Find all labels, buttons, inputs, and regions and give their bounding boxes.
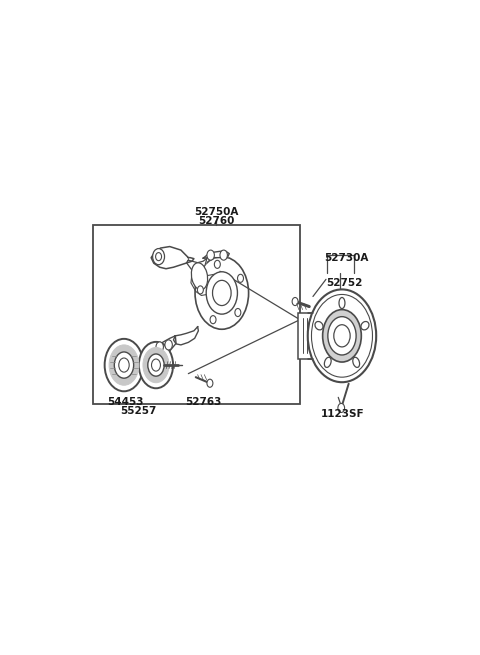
Circle shape: [139, 342, 173, 388]
Ellipse shape: [192, 263, 208, 290]
Bar: [298, 313, 313, 358]
Text: 55257: 55257: [120, 407, 156, 417]
Text: 54453: 54453: [107, 398, 144, 407]
Circle shape: [323, 310, 361, 362]
Ellipse shape: [315, 322, 323, 330]
Circle shape: [153, 248, 165, 265]
Circle shape: [119, 358, 129, 372]
Circle shape: [206, 272, 238, 314]
Circle shape: [207, 250, 215, 260]
Circle shape: [308, 290, 376, 383]
Bar: [94, 225, 300, 404]
Polygon shape: [203, 251, 229, 258]
Ellipse shape: [353, 357, 360, 367]
Text: 52760: 52760: [198, 216, 234, 226]
Text: 52750A: 52750A: [194, 207, 239, 217]
Circle shape: [235, 309, 241, 316]
Polygon shape: [191, 272, 216, 295]
Polygon shape: [152, 336, 176, 357]
Circle shape: [165, 340, 172, 350]
Circle shape: [328, 316, 356, 355]
Circle shape: [156, 342, 163, 352]
Circle shape: [334, 325, 350, 347]
Ellipse shape: [324, 357, 331, 367]
Circle shape: [292, 297, 298, 305]
Text: 1123SF: 1123SF: [321, 409, 364, 419]
Ellipse shape: [361, 322, 369, 330]
Circle shape: [143, 347, 169, 383]
Polygon shape: [186, 258, 207, 275]
Text: 52752: 52752: [326, 278, 362, 288]
Circle shape: [152, 359, 160, 371]
Circle shape: [220, 250, 228, 260]
Circle shape: [215, 260, 220, 269]
Circle shape: [238, 274, 243, 282]
Circle shape: [109, 345, 139, 385]
Circle shape: [195, 257, 249, 329]
Circle shape: [156, 253, 162, 261]
Circle shape: [148, 354, 164, 376]
Ellipse shape: [339, 297, 345, 309]
Circle shape: [197, 286, 204, 294]
Circle shape: [210, 316, 216, 324]
Circle shape: [207, 379, 213, 387]
Text: 52730A: 52730A: [324, 253, 369, 263]
Polygon shape: [173, 327, 198, 345]
Polygon shape: [151, 246, 194, 269]
Circle shape: [213, 280, 231, 305]
Text: 52763: 52763: [185, 398, 221, 407]
Circle shape: [105, 339, 144, 391]
Circle shape: [312, 295, 372, 377]
Circle shape: [114, 352, 133, 378]
Circle shape: [338, 403, 345, 413]
